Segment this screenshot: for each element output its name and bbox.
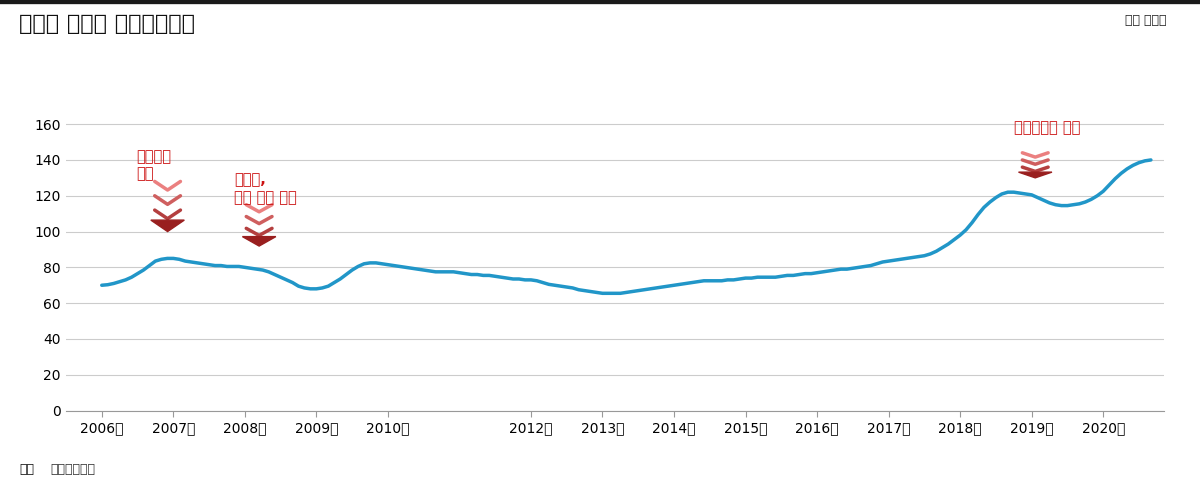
Polygon shape xyxy=(151,220,185,231)
Polygon shape xyxy=(1019,172,1052,178)
Text: 송파구 아파트 매매가격지수: 송파구 아파트 매매가격지수 xyxy=(19,14,196,34)
Text: 리센츠,
잠실 엘스 입주: 리센츠, 잠실 엘스 입주 xyxy=(234,172,296,205)
Text: 한국부동산원: 한국부동산원 xyxy=(50,463,96,476)
Polygon shape xyxy=(242,237,276,246)
Text: 자료: 자료 xyxy=(19,463,35,476)
Text: 헬리오시티 입주: 헬리오시티 입주 xyxy=(1014,121,1080,136)
Text: 단위 포인트: 단위 포인트 xyxy=(1124,14,1166,28)
Text: 트리지움
입주: 트리지움 입주 xyxy=(136,149,172,182)
